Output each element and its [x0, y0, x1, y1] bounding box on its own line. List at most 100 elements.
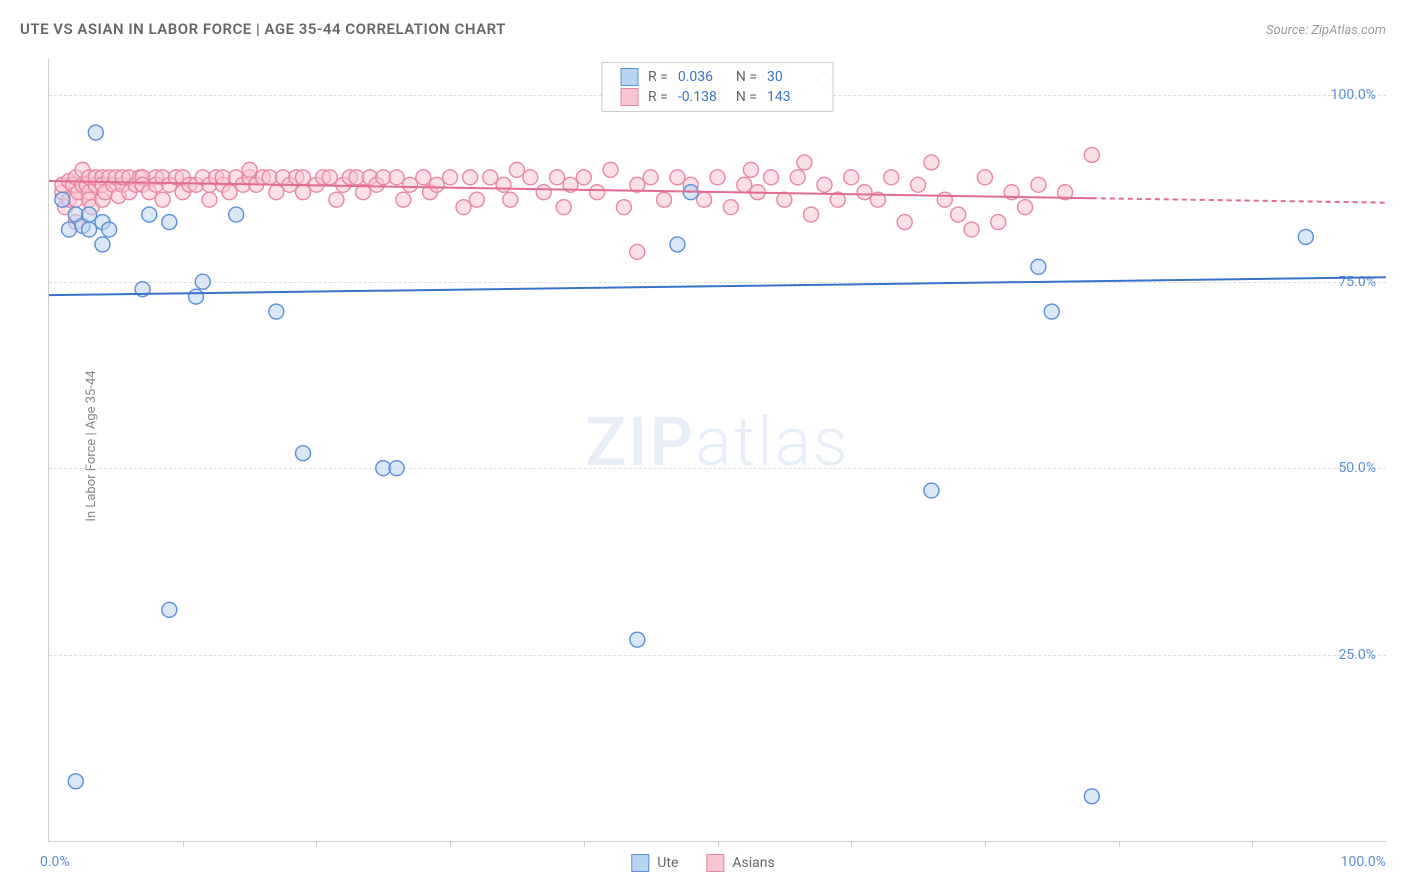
data-point — [142, 207, 157, 222]
data-point — [924, 483, 939, 498]
data-point — [616, 200, 631, 215]
data-point — [463, 170, 478, 185]
data-point — [697, 192, 712, 207]
data-point — [817, 177, 832, 192]
data-point — [329, 192, 344, 207]
data-point — [102, 222, 117, 237]
chart-container: UTE VS ASIAN IN LABOR FORCE | AGE 35-44 … — [0, 0, 1406, 892]
data-point — [911, 177, 926, 192]
x-tick-mark — [1252, 841, 1253, 847]
data-point — [964, 222, 979, 237]
n-label: N = — [736, 89, 757, 105]
data-point — [55, 192, 70, 207]
data-point — [1084, 789, 1099, 804]
x-tick-mark — [718, 841, 719, 847]
data-point — [550, 170, 565, 185]
data-point — [496, 177, 511, 192]
legend-label: Ute — [657, 855, 678, 871]
data-point — [155, 192, 170, 207]
x-axis-max-label: 100.0% — [1341, 854, 1386, 870]
data-point — [82, 207, 97, 222]
data-point — [590, 185, 605, 200]
data-point — [189, 289, 204, 304]
trend-line — [1092, 198, 1386, 202]
data-point — [657, 192, 672, 207]
legend-swatch — [631, 854, 649, 872]
data-point — [62, 222, 77, 237]
x-tick-mark — [316, 841, 317, 847]
legend-swatch — [620, 88, 638, 106]
data-point — [924, 155, 939, 170]
data-point — [1298, 229, 1313, 244]
data-point — [389, 170, 404, 185]
data-point — [296, 185, 311, 200]
x-tick-mark — [183, 841, 184, 847]
data-point — [402, 177, 417, 192]
data-point — [857, 185, 872, 200]
data-point — [977, 170, 992, 185]
data-point — [884, 170, 899, 185]
chart-title: UTE VS ASIAN IN LABOR FORCE | AGE 35-44 … — [20, 20, 506, 38]
n-label: N = — [736, 69, 757, 85]
data-point — [162, 602, 177, 617]
data-point — [456, 200, 471, 215]
data-point — [777, 192, 792, 207]
trend-line — [49, 277, 1386, 295]
x-tick-mark — [985, 841, 986, 847]
data-point — [88, 125, 103, 140]
data-point — [95, 237, 110, 252]
data-point — [509, 162, 524, 177]
data-point — [763, 170, 778, 185]
data-point — [670, 170, 685, 185]
source-label: Source: ZipAtlas.com — [1266, 23, 1386, 38]
r-label: R = — [648, 89, 668, 105]
data-point — [556, 200, 571, 215]
data-point — [797, 155, 812, 170]
r-value: -0.138 — [678, 89, 726, 105]
legend-label: Asians — [732, 855, 774, 871]
title-bar: UTE VS ASIAN IN LABOR FORCE | AGE 35-44 … — [20, 20, 1386, 38]
plot-area: ZIPatlas R = 0.036 N = 30 R = -0.138 N =… — [48, 58, 1386, 842]
n-value: 30 — [767, 69, 815, 85]
data-point — [396, 192, 411, 207]
data-point — [743, 162, 758, 177]
data-point — [483, 170, 498, 185]
x-axis-min-label: 0.0% — [40, 854, 70, 870]
data-point — [603, 162, 618, 177]
data-point — [1084, 147, 1099, 162]
data-point — [503, 192, 518, 207]
data-point — [1018, 200, 1033, 215]
r-value: 0.036 — [678, 69, 726, 85]
data-point — [269, 185, 284, 200]
data-point — [195, 274, 210, 289]
data-point — [296, 170, 311, 185]
legend-swatch — [620, 68, 638, 86]
data-point — [443, 170, 458, 185]
data-point — [630, 632, 645, 647]
data-point — [68, 774, 83, 789]
data-point — [844, 170, 859, 185]
x-tick-mark — [1119, 841, 1120, 847]
data-point — [630, 244, 645, 259]
x-tick-mark — [450, 841, 451, 847]
data-point — [804, 207, 819, 222]
data-point — [229, 207, 244, 222]
data-point — [951, 207, 966, 222]
data-point — [643, 170, 658, 185]
scatter-svg — [49, 58, 1386, 841]
r-label: R = — [648, 69, 668, 85]
data-point — [991, 215, 1006, 230]
data-point — [670, 237, 685, 252]
data-point — [429, 177, 444, 192]
legend-item: Ute — [631, 854, 678, 872]
legend-series: Ute Asians — [631, 854, 774, 872]
data-point — [296, 446, 311, 461]
legend-stat-row: R = 0.036 N = 30 — [620, 67, 815, 87]
data-point — [576, 170, 591, 185]
data-point — [723, 200, 738, 215]
data-point — [202, 192, 217, 207]
data-point — [82, 222, 97, 237]
data-point — [523, 170, 538, 185]
data-point — [322, 170, 337, 185]
data-point — [416, 170, 431, 185]
